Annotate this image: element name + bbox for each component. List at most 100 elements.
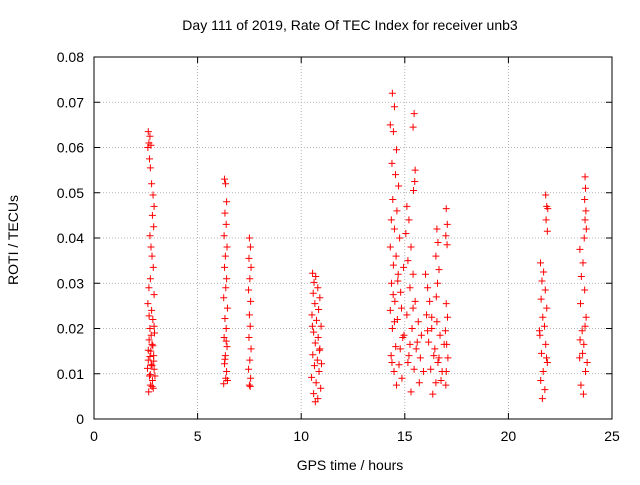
data-point	[404, 358, 412, 366]
data-point	[389, 291, 397, 299]
data-point	[395, 361, 403, 369]
data-point	[540, 268, 548, 276]
data-point	[143, 364, 151, 372]
data-point	[148, 211, 156, 219]
data-point	[408, 325, 416, 332]
data-point	[579, 349, 587, 357]
data-point	[388, 279, 396, 287]
data-point	[431, 345, 439, 353]
data-point	[149, 191, 157, 199]
data-point	[245, 254, 253, 262]
data-point	[414, 318, 422, 326]
data-point	[221, 252, 229, 260]
y-tick-label: 0.07	[57, 94, 84, 110]
data-point	[435, 266, 443, 274]
data-point	[394, 277, 402, 285]
data-point	[246, 275, 254, 283]
data-point	[388, 89, 396, 97]
data-point	[148, 252, 156, 260]
data-point	[413, 338, 421, 346]
data-point	[144, 128, 152, 136]
data-point	[425, 338, 433, 346]
data-point	[581, 196, 589, 204]
data-point	[389, 196, 397, 204]
data-point	[442, 205, 450, 213]
data-point	[246, 322, 254, 330]
data-point	[432, 379, 440, 387]
data-point	[222, 325, 230, 332]
points-layer	[143, 89, 591, 406]
data-point	[310, 278, 318, 286]
y-tick-label: 0.05	[57, 185, 84, 201]
data-point	[428, 325, 436, 332]
data-point	[247, 263, 255, 271]
data-point	[309, 269, 317, 277]
data-point	[221, 263, 229, 271]
data-point	[146, 325, 154, 332]
data-point	[406, 340, 414, 348]
data-point	[315, 346, 323, 354]
data-point	[576, 245, 584, 253]
x-tick-label: 25	[604, 428, 620, 444]
data-point	[390, 318, 398, 326]
data-point	[443, 313, 451, 321]
data-point	[315, 305, 323, 313]
x-tick-label: 10	[293, 428, 309, 444]
data-point	[397, 288, 405, 296]
data-point	[395, 182, 403, 190]
data-point	[147, 243, 155, 251]
data-point	[396, 345, 404, 353]
data-point	[427, 365, 435, 373]
data-point	[309, 289, 317, 297]
data-point	[393, 381, 401, 389]
data-point	[543, 227, 551, 235]
data-point	[144, 300, 152, 308]
data-point	[535, 327, 543, 335]
data-point	[415, 379, 423, 387]
data-point	[542, 191, 550, 199]
data-point	[391, 171, 399, 179]
data-point	[394, 270, 402, 278]
data-point	[308, 311, 316, 319]
data-point	[404, 257, 412, 265]
y-tick-label: 0.04	[57, 230, 84, 246]
data-point	[416, 354, 424, 362]
data-point	[581, 367, 589, 375]
data-point	[310, 390, 318, 398]
data-point	[386, 306, 394, 314]
data-point	[581, 184, 589, 192]
data-point	[538, 349, 546, 357]
data-point	[220, 334, 228, 342]
data-point	[405, 352, 413, 360]
data-point	[392, 252, 400, 260]
data-point	[310, 362, 318, 370]
data-point	[148, 377, 156, 385]
data-point	[543, 304, 551, 312]
data-point	[387, 352, 395, 360]
data-point	[312, 272, 320, 280]
data-point	[309, 351, 317, 359]
data-point	[407, 243, 415, 251]
data-point	[538, 277, 546, 285]
data-point	[412, 345, 420, 353]
data-point	[403, 202, 411, 210]
data-point	[387, 216, 395, 224]
data-point	[221, 315, 229, 323]
data-point	[426, 297, 434, 305]
data-point	[148, 382, 156, 390]
data-point	[220, 380, 228, 388]
data-point	[245, 234, 253, 242]
data-point	[424, 284, 432, 292]
data-point	[144, 346, 152, 354]
data-point	[246, 382, 254, 390]
data-point	[433, 225, 441, 233]
data-point	[582, 207, 590, 215]
data-point	[403, 311, 411, 319]
data-point	[410, 110, 418, 118]
data-point	[423, 311, 431, 319]
data-point	[223, 243, 231, 251]
data-point	[442, 300, 450, 308]
data-point	[442, 381, 450, 389]
data-point	[405, 216, 413, 224]
